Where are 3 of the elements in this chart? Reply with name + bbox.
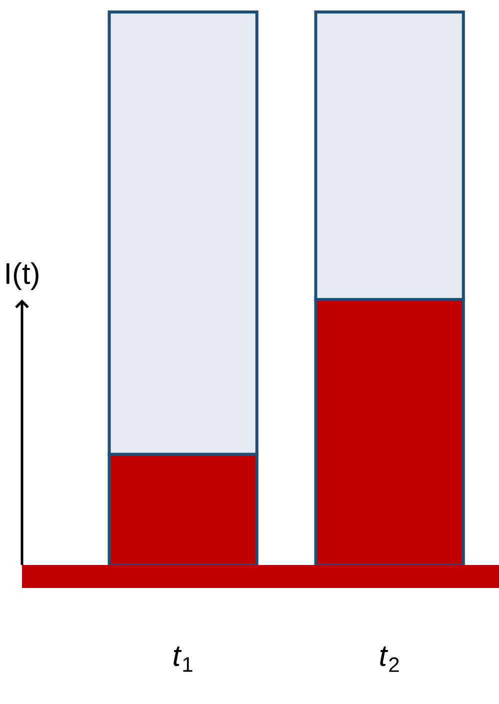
y-axis-title: I(t) xyxy=(6,262,38,290)
x-tick-label: t$_{2}$ xyxy=(380,646,399,672)
x-tick-label: t$_{1}$ xyxy=(174,646,192,672)
